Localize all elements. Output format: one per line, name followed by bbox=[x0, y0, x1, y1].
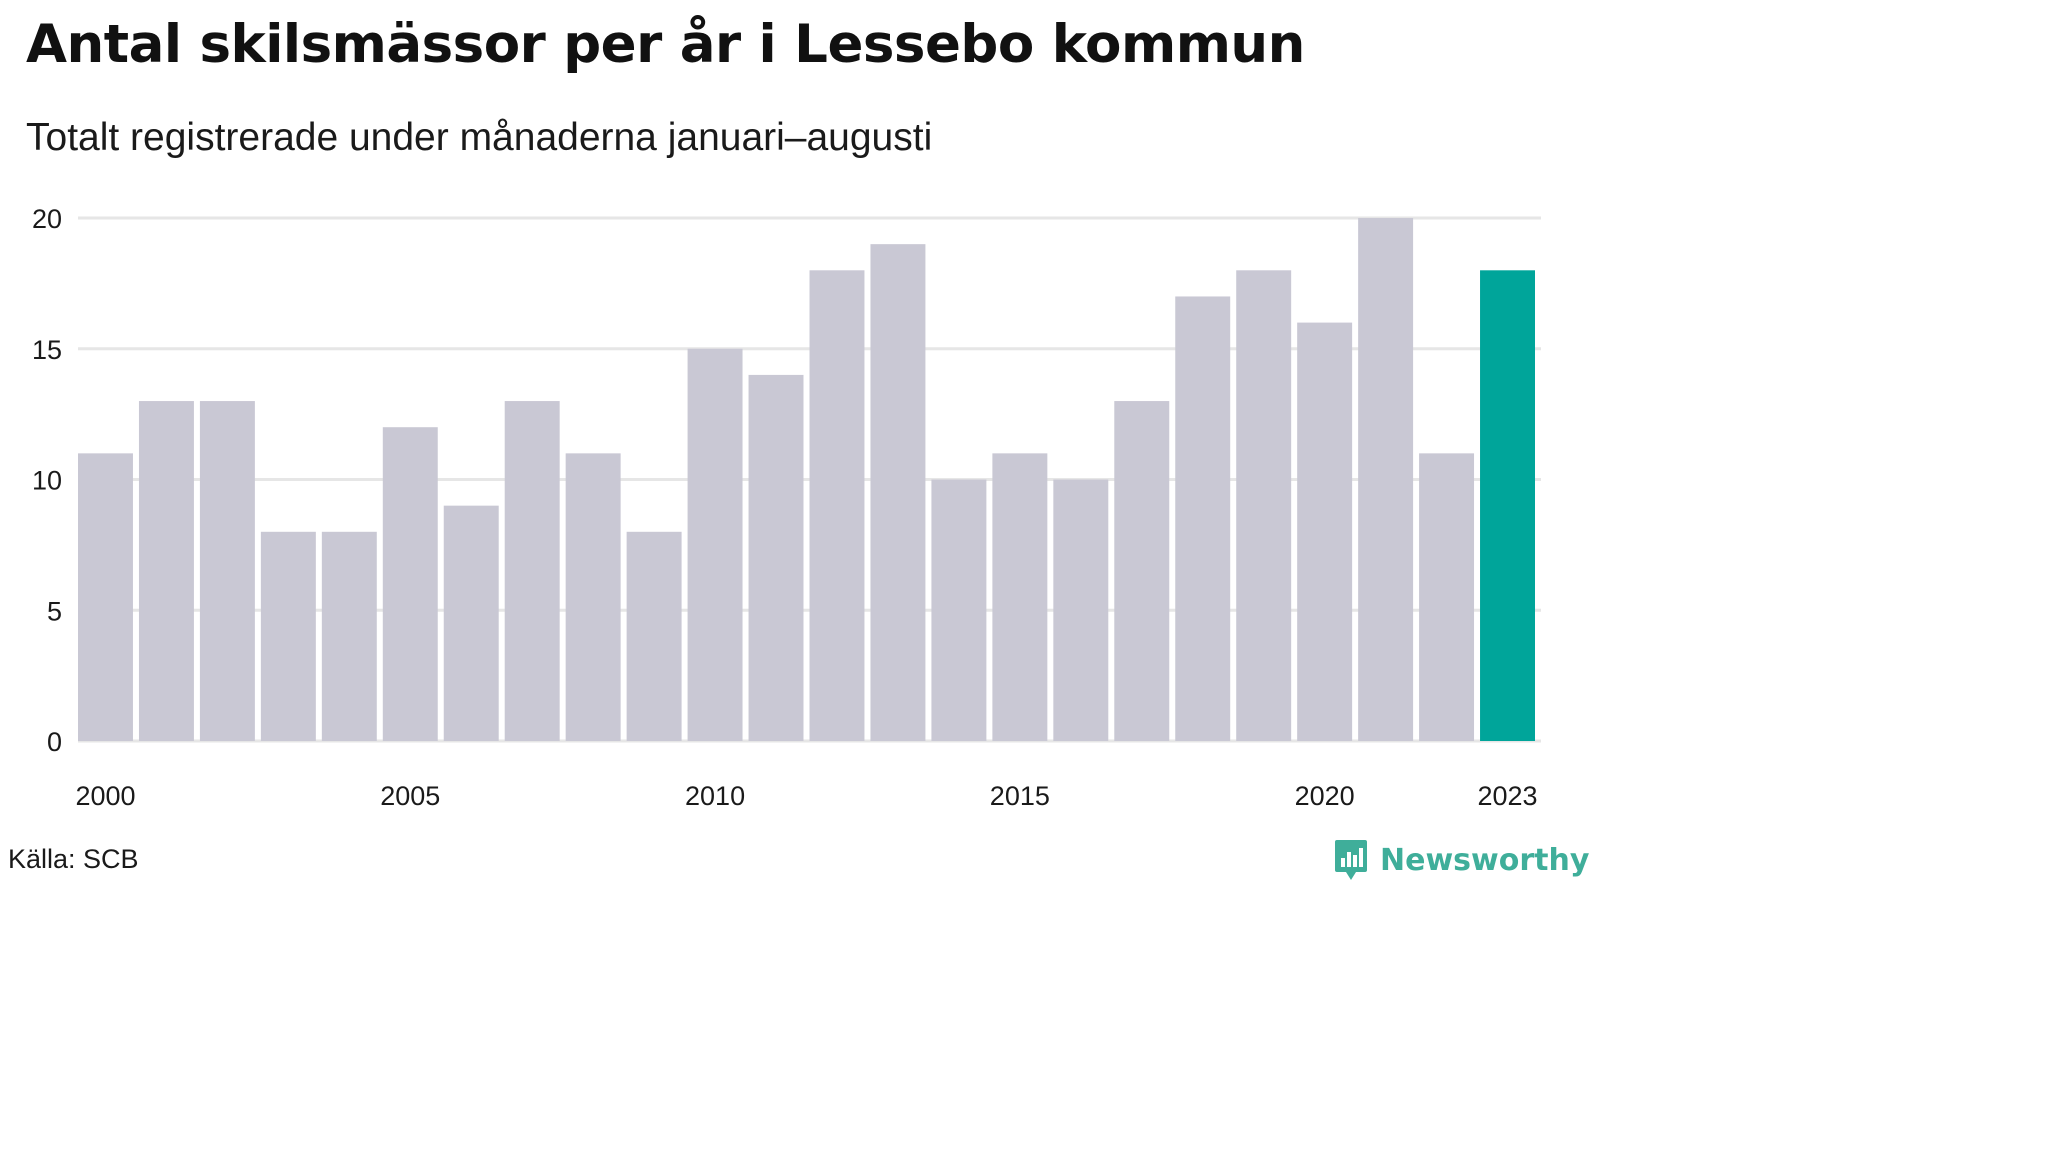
bar-2005 bbox=[382, 427, 438, 741]
y-tick-label-10: 10 bbox=[32, 466, 62, 496]
y-axis-ticks: 0 5 10 15 20 bbox=[32, 204, 62, 757]
bar-2001 bbox=[138, 401, 194, 741]
bar-2006 bbox=[443, 505, 499, 741]
x-axis-ticks: 2000 2005 2010 2015 2020 2023 bbox=[75, 781, 1537, 811]
y-tick-label-15: 15 bbox=[32, 335, 62, 365]
chart-subtitle: Totalt registrerade under månaderna janu… bbox=[26, 116, 933, 159]
x-tick-label-2000: 2000 bbox=[75, 781, 135, 811]
brand-name: Newsworthy bbox=[1380, 842, 1590, 878]
bar-2018 bbox=[1175, 296, 1231, 741]
bar-2000 bbox=[78, 453, 133, 741]
y-tick-label-0: 0 bbox=[47, 727, 62, 757]
bar-2013 bbox=[870, 244, 926, 741]
x-tick-label-2010: 2010 bbox=[685, 781, 745, 811]
bar-2003 bbox=[260, 531, 316, 741]
chart-title: Antal skilsmässor per år i Lessebo kommu… bbox=[26, 14, 1305, 75]
bar-2023 bbox=[1480, 270, 1535, 741]
brand-logo: Newsworthy bbox=[1334, 838, 1589, 882]
bar-chart-badge-icon bbox=[1335, 840, 1367, 880]
bar-2002 bbox=[199, 401, 255, 741]
bar-chart: 0 5 10 15 20 2000 2005 2010 2015 2020 2023 bbox=[32, 204, 1541, 811]
bar-2007 bbox=[504, 401, 560, 741]
bar-2011 bbox=[748, 374, 804, 741]
source-note: Källa: SCB bbox=[8, 844, 139, 874]
y-tick-label-20: 20 bbox=[32, 204, 62, 234]
bar-2004 bbox=[321, 531, 377, 741]
bar-2020 bbox=[1297, 322, 1353, 741]
bar-2022 bbox=[1419, 453, 1475, 741]
bar-2009 bbox=[626, 531, 682, 741]
bar-2021 bbox=[1358, 218, 1414, 741]
bar-2010 bbox=[687, 348, 743, 741]
x-tick-label-2005: 2005 bbox=[380, 781, 440, 811]
bar-2012 bbox=[809, 270, 865, 741]
bar-2019 bbox=[1236, 270, 1292, 741]
bars bbox=[78, 218, 1535, 741]
x-tick-label-2023: 2023 bbox=[1477, 781, 1537, 811]
bar-2008 bbox=[565, 453, 621, 741]
bar-2016 bbox=[1053, 479, 1109, 741]
x-tick-label-2020: 2020 bbox=[1295, 781, 1355, 811]
bar-2014 bbox=[931, 479, 987, 741]
bar-2017 bbox=[1114, 401, 1170, 741]
y-tick-label-5: 5 bbox=[47, 596, 62, 626]
x-tick-label-2015: 2015 bbox=[990, 781, 1050, 811]
bar-2015 bbox=[992, 453, 1048, 741]
